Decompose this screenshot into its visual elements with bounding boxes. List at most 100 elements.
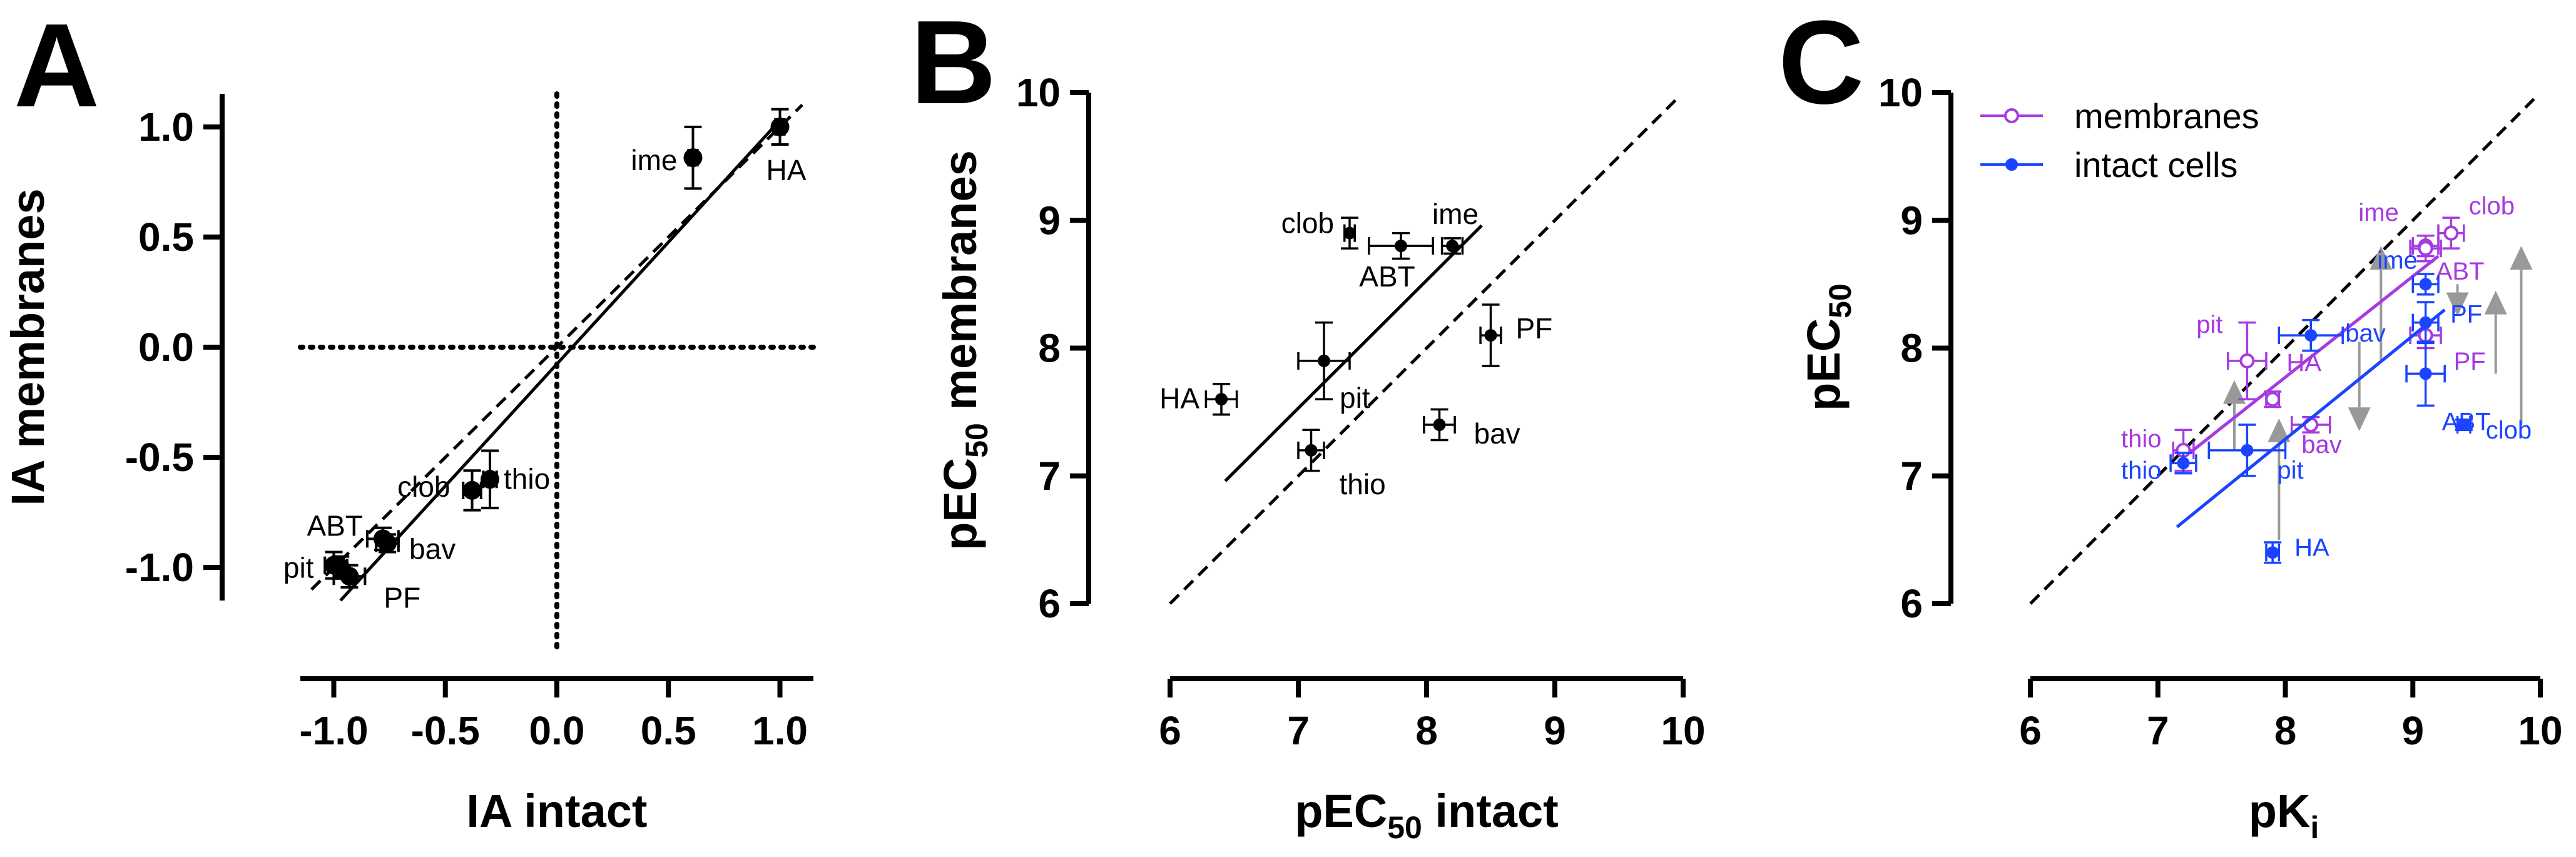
panel-b: B 6 7 8 9 10 6 7 8 9 10 clob ABT ime PF pit HA bav thio pEC…	[910, 0, 1706, 845]
data-point	[2239, 353, 2255, 368]
panel-a: A -1.0 -0.5 0.0 0.5 1.0 -1.0 -0.5 0.0 0.5 1.0 HA ime…	[2, 0, 816, 837]
x-tick-label: 1.0	[752, 708, 808, 753]
panel-letter-a: A	[14, 0, 99, 132]
arrow-head	[2348, 407, 2371, 432]
x-axis-title: pEC50 intact	[1295, 785, 1559, 845]
x-tick-label: 8	[2274, 708, 2297, 753]
x-tick-label: 0.5	[641, 708, 696, 753]
data-point	[770, 117, 790, 136]
y-tick-label: 10	[1878, 70, 1923, 115]
legend-marker	[2005, 158, 2018, 171]
panel-letter-c: C	[1778, 0, 1864, 129]
data-point	[1215, 393, 1228, 406]
point-label: ime	[1432, 198, 1479, 230]
x-tick-label: 0.0	[529, 708, 585, 753]
y-axis-title: pEC50 membranes	[934, 150, 994, 550]
point-label: clob	[2469, 193, 2515, 220]
point-label: HA	[766, 154, 807, 186]
y-tick-label: -1.0	[125, 545, 194, 590]
series-intact-cells: ime PF bav ABT clob pit thio HA	[2121, 246, 2532, 564]
point-label: clob	[397, 470, 450, 503]
y-tick-label: 7	[1038, 454, 1061, 499]
data-point	[1484, 329, 1497, 342]
x-tick-label: 7	[1287, 708, 1310, 753]
fit-line	[2189, 255, 2440, 454]
y-axis-title: pEC50	[1798, 283, 1858, 411]
point-label: thio	[2121, 425, 2162, 453]
data-point	[2177, 457, 2190, 470]
data-point	[2419, 278, 2432, 291]
data-point	[2241, 444, 2254, 457]
x-axis-title: IA intact	[466, 785, 647, 837]
data-point	[1433, 418, 1446, 432]
data-point	[462, 480, 482, 500]
y-tick-label: -0.5	[125, 435, 194, 480]
x-tick-label: 10	[2518, 708, 2562, 753]
y-tick-label: 8	[1038, 326, 1061, 371]
arrow-head	[2510, 246, 2533, 270]
x-tick-label: -1.0	[299, 708, 368, 753]
point-label: ABT	[1359, 260, 1415, 293]
data-point	[2266, 546, 2279, 559]
x-axis-title: pKi	[2249, 785, 2319, 845]
y-tick-label: 10	[1016, 70, 1061, 115]
data-point	[1318, 354, 1330, 367]
x-tick-label: 8	[1415, 708, 1438, 753]
data-point	[378, 534, 397, 553]
data-point	[1343, 226, 1356, 240]
point-label: pit	[283, 552, 314, 584]
y-tick-label: 7	[1900, 454, 1923, 499]
point-label: pit	[2277, 457, 2303, 484]
point-label: HA	[1159, 382, 1199, 415]
point-label: pit	[1340, 382, 1370, 414]
data-point	[2419, 316, 2432, 329]
fit-line	[1224, 224, 1483, 482]
point-label: HA	[2286, 349, 2321, 377]
point-label: PF	[384, 581, 420, 614]
x-tick-label: 9	[2401, 708, 2424, 753]
point-label: clob	[1281, 207, 1334, 240]
point-label: bav	[2301, 431, 2342, 459]
data-point	[683, 148, 703, 168]
identity-line	[310, 103, 803, 591]
data-point	[2418, 241, 2433, 256]
data-point	[2419, 367, 2432, 380]
point-label: ABT	[2436, 258, 2485, 285]
x-tick-label: 7	[2147, 708, 2169, 753]
data-point	[1305, 444, 1318, 457]
arrow-head	[2484, 290, 2507, 315]
point-label: PF	[1516, 312, 1553, 345]
y-axis-title: IA membranes	[2, 188, 54, 505]
data-point	[2443, 225, 2459, 241]
y-tick-label: 9	[1900, 198, 1923, 243]
data-point	[2265, 392, 2281, 407]
point-label: ime	[631, 144, 677, 176]
point-label: PF	[2454, 348, 2486, 375]
x-tick-label: 9	[1544, 708, 1566, 753]
arrow-head	[2370, 246, 2393, 270]
data-point	[2304, 329, 2318, 342]
point-label: PF	[2450, 301, 2482, 328]
y-tick-label: 6	[1900, 581, 1923, 626]
panel-letter-b: B	[910, 0, 996, 129]
point-label: HA	[2294, 534, 2329, 561]
data-point	[2457, 418, 2470, 432]
point-label: thio	[504, 462, 550, 495]
point-label: bav	[1474, 417, 1520, 450]
point-label: thio	[1340, 468, 1386, 500]
legend-entry: intact cells	[2074, 145, 2237, 185]
series-membranes: ime clob ABT PF pit HA bav thio	[2121, 193, 2515, 472]
arrow-head	[2223, 380, 2246, 404]
data-point	[1395, 240, 1407, 253]
point-label: ime	[2358, 199, 2398, 226]
arrow-head	[2446, 292, 2469, 317]
data-point	[481, 470, 500, 489]
point-label: bav	[2345, 320, 2386, 347]
y-tick-label: 8	[1900, 326, 1923, 371]
y-tick-label: 1.0	[138, 104, 194, 150]
fit-line	[339, 119, 781, 602]
x-tick-label: -0.5	[411, 708, 480, 753]
legend: membranes intact cells	[1980, 96, 2259, 185]
point-label: ABT	[307, 509, 362, 542]
